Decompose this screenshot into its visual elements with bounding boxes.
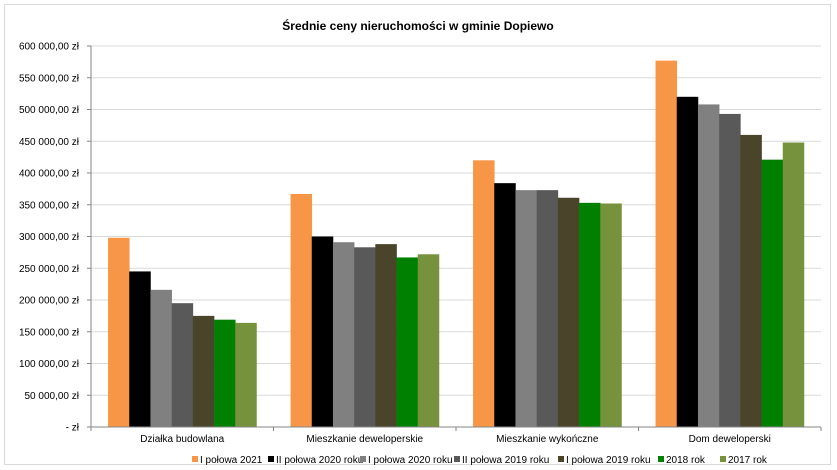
- legend-label: II połowa 2020 roku: [276, 455, 363, 466]
- y-tick-label: 550 000,00 zł: [19, 73, 80, 84]
- axes: [90, 46, 822, 431]
- bars: [108, 60, 805, 428]
- x-axis-categories: Działka budowlana Mieszkanie deweloperski…: [140, 434, 771, 445]
- bar: [354, 247, 376, 427]
- y-tick-label: 50 000,00 zł: [25, 391, 80, 402]
- bar: [332, 242, 355, 427]
- legend-swatch: [658, 456, 664, 462]
- bar: [108, 237, 130, 427]
- bar: [171, 303, 194, 427]
- y-axis-ticks: - zł 50 000,00 zł 100 000,00 zł 150 000,00 …: [19, 42, 91, 434]
- y-tick-label: 200 000,00 zł: [19, 296, 80, 307]
- legend-label: 2018 rok: [666, 455, 706, 466]
- y-tick-label: 350 000,00 zł: [19, 200, 80, 211]
- bar: [290, 193, 313, 427]
- bar: [740, 134, 762, 427]
- bar: [375, 244, 397, 427]
- bar: [600, 203, 622, 427]
- bar: [214, 319, 236, 427]
- legend-swatch: [192, 456, 198, 462]
- bar: [761, 159, 784, 428]
- bar: [192, 315, 215, 428]
- x-category-label: Dom deweloperski: [689, 434, 771, 445]
- y-tick-label: 100 000,00 zł: [19, 359, 80, 370]
- legend-swatch: [454, 456, 460, 462]
- bar: [719, 113, 741, 427]
- y-tick-label: 600 000,00 zł: [19, 42, 80, 53]
- legend-label: 2017 rok: [728, 455, 768, 466]
- legend-label: I połowa 2020 roku: [368, 455, 453, 466]
- y-tick-label: 400 000,00 zł: [19, 169, 80, 180]
- legend-label: I połowa 2019 roku: [566, 455, 651, 466]
- legend: I połowa 2021 II połowa 2020 roku I połowa…: [192, 455, 768, 466]
- bar: [782, 142, 805, 427]
- bar: [150, 289, 172, 427]
- bar: [557, 197, 580, 427]
- legend-swatch: [720, 456, 726, 462]
- bar: [655, 60, 678, 428]
- bar: [473, 160, 495, 428]
- bar: [235, 322, 257, 427]
- y-tick-label: 250 000,00 zł: [19, 264, 80, 275]
- bar: [396, 257, 419, 427]
- bar: [311, 236, 334, 427]
- legend-label: I połowa 2021: [200, 455, 263, 466]
- y-tick-label: 500 000,00 zł: [19, 105, 80, 116]
- legend-swatch: [360, 456, 366, 462]
- legend-swatch: [558, 456, 564, 462]
- x-category-label: Mieszkanie deweloperskie: [306, 434, 423, 445]
- x-category-label: Mieszkanie wykończne: [496, 434, 599, 445]
- bar: [494, 183, 516, 427]
- y-tick-label: 300 000,00 zł: [19, 232, 80, 243]
- y-tick-label: 150 000,00 zł: [19, 327, 80, 338]
- x-category-label: Działka budowlana: [140, 434, 224, 445]
- bar: [129, 271, 151, 427]
- bar: [536, 190, 559, 427]
- bar: [676, 96, 699, 428]
- bar: [417, 254, 440, 427]
- y-tick-label: - zł: [66, 423, 80, 434]
- y-tick-label: 450 000,00 zł: [19, 137, 80, 148]
- chart-title: Średnie ceny nieruchomości w gminie Dopi…: [282, 18, 553, 33]
- bar: [579, 202, 601, 427]
- bar: [697, 104, 720, 428]
- legend-label: II połowa 2019 roku: [462, 455, 549, 466]
- bar: [515, 190, 537, 427]
- legend-swatch: [268, 456, 274, 462]
